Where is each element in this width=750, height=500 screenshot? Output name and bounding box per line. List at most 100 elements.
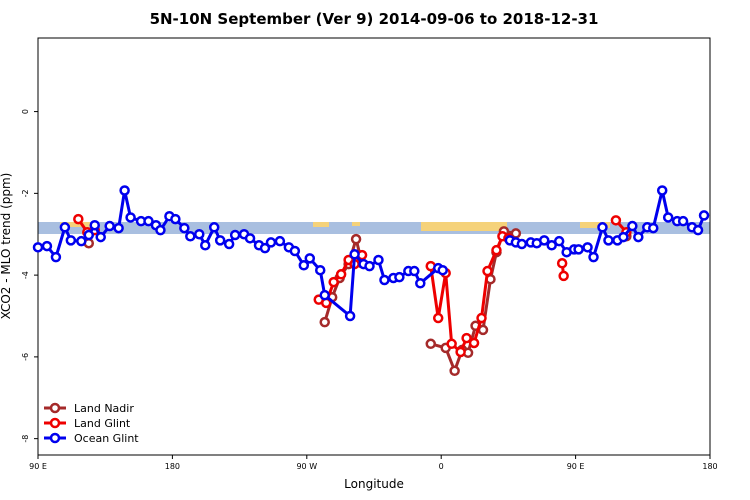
data-point bbox=[379, 274, 390, 286]
x-axis-label: Longitude bbox=[344, 477, 404, 491]
data-point bbox=[59, 222, 71, 233]
data-point bbox=[546, 240, 557, 251]
data-point bbox=[335, 269, 347, 280]
data-point bbox=[304, 253, 316, 264]
legend-label: Ocean Glint bbox=[74, 432, 139, 445]
data-point bbox=[633, 231, 644, 243]
data-point bbox=[648, 222, 659, 234]
data-point bbox=[113, 222, 124, 234]
data-point bbox=[143, 215, 154, 227]
data-point bbox=[350, 233, 362, 245]
map-strip bbox=[38, 222, 710, 234]
data-point bbox=[208, 222, 220, 233]
data-point bbox=[516, 238, 528, 250]
data-point bbox=[76, 235, 87, 247]
data-point bbox=[394, 271, 405, 283]
data-point bbox=[437, 264, 448, 276]
series-line bbox=[37, 190, 706, 319]
data-point bbox=[289, 245, 301, 257]
data-point bbox=[259, 242, 271, 254]
y-axis-label: XCO2 - MLO trend (ppm) bbox=[0, 173, 13, 320]
legend-marker bbox=[49, 417, 61, 429]
y-tick-label: 0 bbox=[21, 109, 30, 114]
x-tick-label: 90 E bbox=[567, 462, 585, 471]
data-point bbox=[104, 220, 115, 232]
data-point bbox=[170, 213, 181, 225]
data-point bbox=[597, 222, 608, 233]
data-point bbox=[573, 244, 584, 255]
data-point bbox=[364, 260, 375, 272]
data-point bbox=[446, 338, 457, 350]
data-point bbox=[698, 210, 710, 221]
data-point bbox=[319, 289, 330, 301]
data-point bbox=[461, 332, 472, 344]
x-tick-label: 90 E bbox=[29, 462, 47, 471]
data-point bbox=[244, 233, 256, 244]
data-point bbox=[229, 229, 241, 241]
x-tick-label: 0 bbox=[439, 462, 444, 471]
data-point bbox=[155, 224, 166, 236]
data-point bbox=[538, 235, 550, 246]
data-point bbox=[50, 251, 62, 263]
plot-frame bbox=[37, 37, 711, 456]
data-point bbox=[179, 222, 190, 234]
data-point bbox=[194, 228, 205, 240]
data-point bbox=[95, 231, 106, 243]
legend-marker bbox=[49, 402, 61, 414]
y-tick-label: -8 bbox=[21, 435, 30, 443]
data-point bbox=[588, 251, 599, 263]
data-point bbox=[185, 231, 196, 242]
data-point bbox=[468, 337, 480, 349]
y-tick-label: -6 bbox=[21, 353, 30, 361]
data-point bbox=[656, 185, 668, 196]
data-point bbox=[692, 224, 704, 236]
data-point bbox=[298, 260, 310, 271]
legend-label: Land Nadir bbox=[74, 402, 134, 415]
data-point bbox=[200, 240, 211, 251]
data-point bbox=[662, 212, 674, 223]
data-point bbox=[556, 258, 568, 269]
legend-marker bbox=[49, 432, 61, 444]
data-point bbox=[89, 219, 100, 231]
data-point bbox=[449, 365, 460, 377]
data-point bbox=[432, 312, 444, 324]
data-point bbox=[610, 215, 622, 226]
chart-title: 5N-10N September (Ver 9) 2014-09-06 to 2… bbox=[150, 10, 599, 28]
data-point bbox=[425, 338, 436, 350]
data-point bbox=[265, 237, 277, 248]
data-point bbox=[314, 264, 326, 276]
data-point bbox=[582, 242, 593, 253]
data-point bbox=[476, 312, 487, 324]
x-tick-label: 90 W bbox=[296, 462, 317, 471]
data-point bbox=[223, 238, 235, 250]
data-point bbox=[349, 249, 360, 260]
y-tick-label: -2 bbox=[21, 189, 30, 197]
data-point bbox=[677, 215, 689, 227]
data-point bbox=[482, 265, 493, 277]
data-point bbox=[618, 231, 629, 243]
data-point bbox=[214, 235, 226, 246]
data-point bbox=[41, 240, 53, 252]
data-point bbox=[119, 185, 130, 196]
y-tick-label: -4 bbox=[21, 271, 30, 279]
data-point bbox=[553, 235, 565, 247]
data-point bbox=[491, 244, 502, 256]
legend-label: Land Glint bbox=[74, 417, 131, 430]
data-point bbox=[32, 242, 44, 253]
data-point bbox=[328, 276, 339, 288]
data-point bbox=[603, 235, 614, 246]
data-point bbox=[125, 212, 136, 223]
data-point bbox=[274, 235, 286, 247]
data-point bbox=[83, 229, 95, 241]
data-point bbox=[344, 310, 356, 322]
data-point bbox=[627, 220, 638, 232]
data-point bbox=[73, 213, 84, 225]
data-point bbox=[373, 254, 384, 266]
data-point bbox=[415, 278, 426, 289]
data-point bbox=[65, 235, 77, 246]
data-point bbox=[319, 316, 330, 328]
data-point bbox=[409, 265, 420, 277]
x-tick-label: 180 bbox=[165, 462, 180, 471]
data-point bbox=[455, 346, 466, 358]
